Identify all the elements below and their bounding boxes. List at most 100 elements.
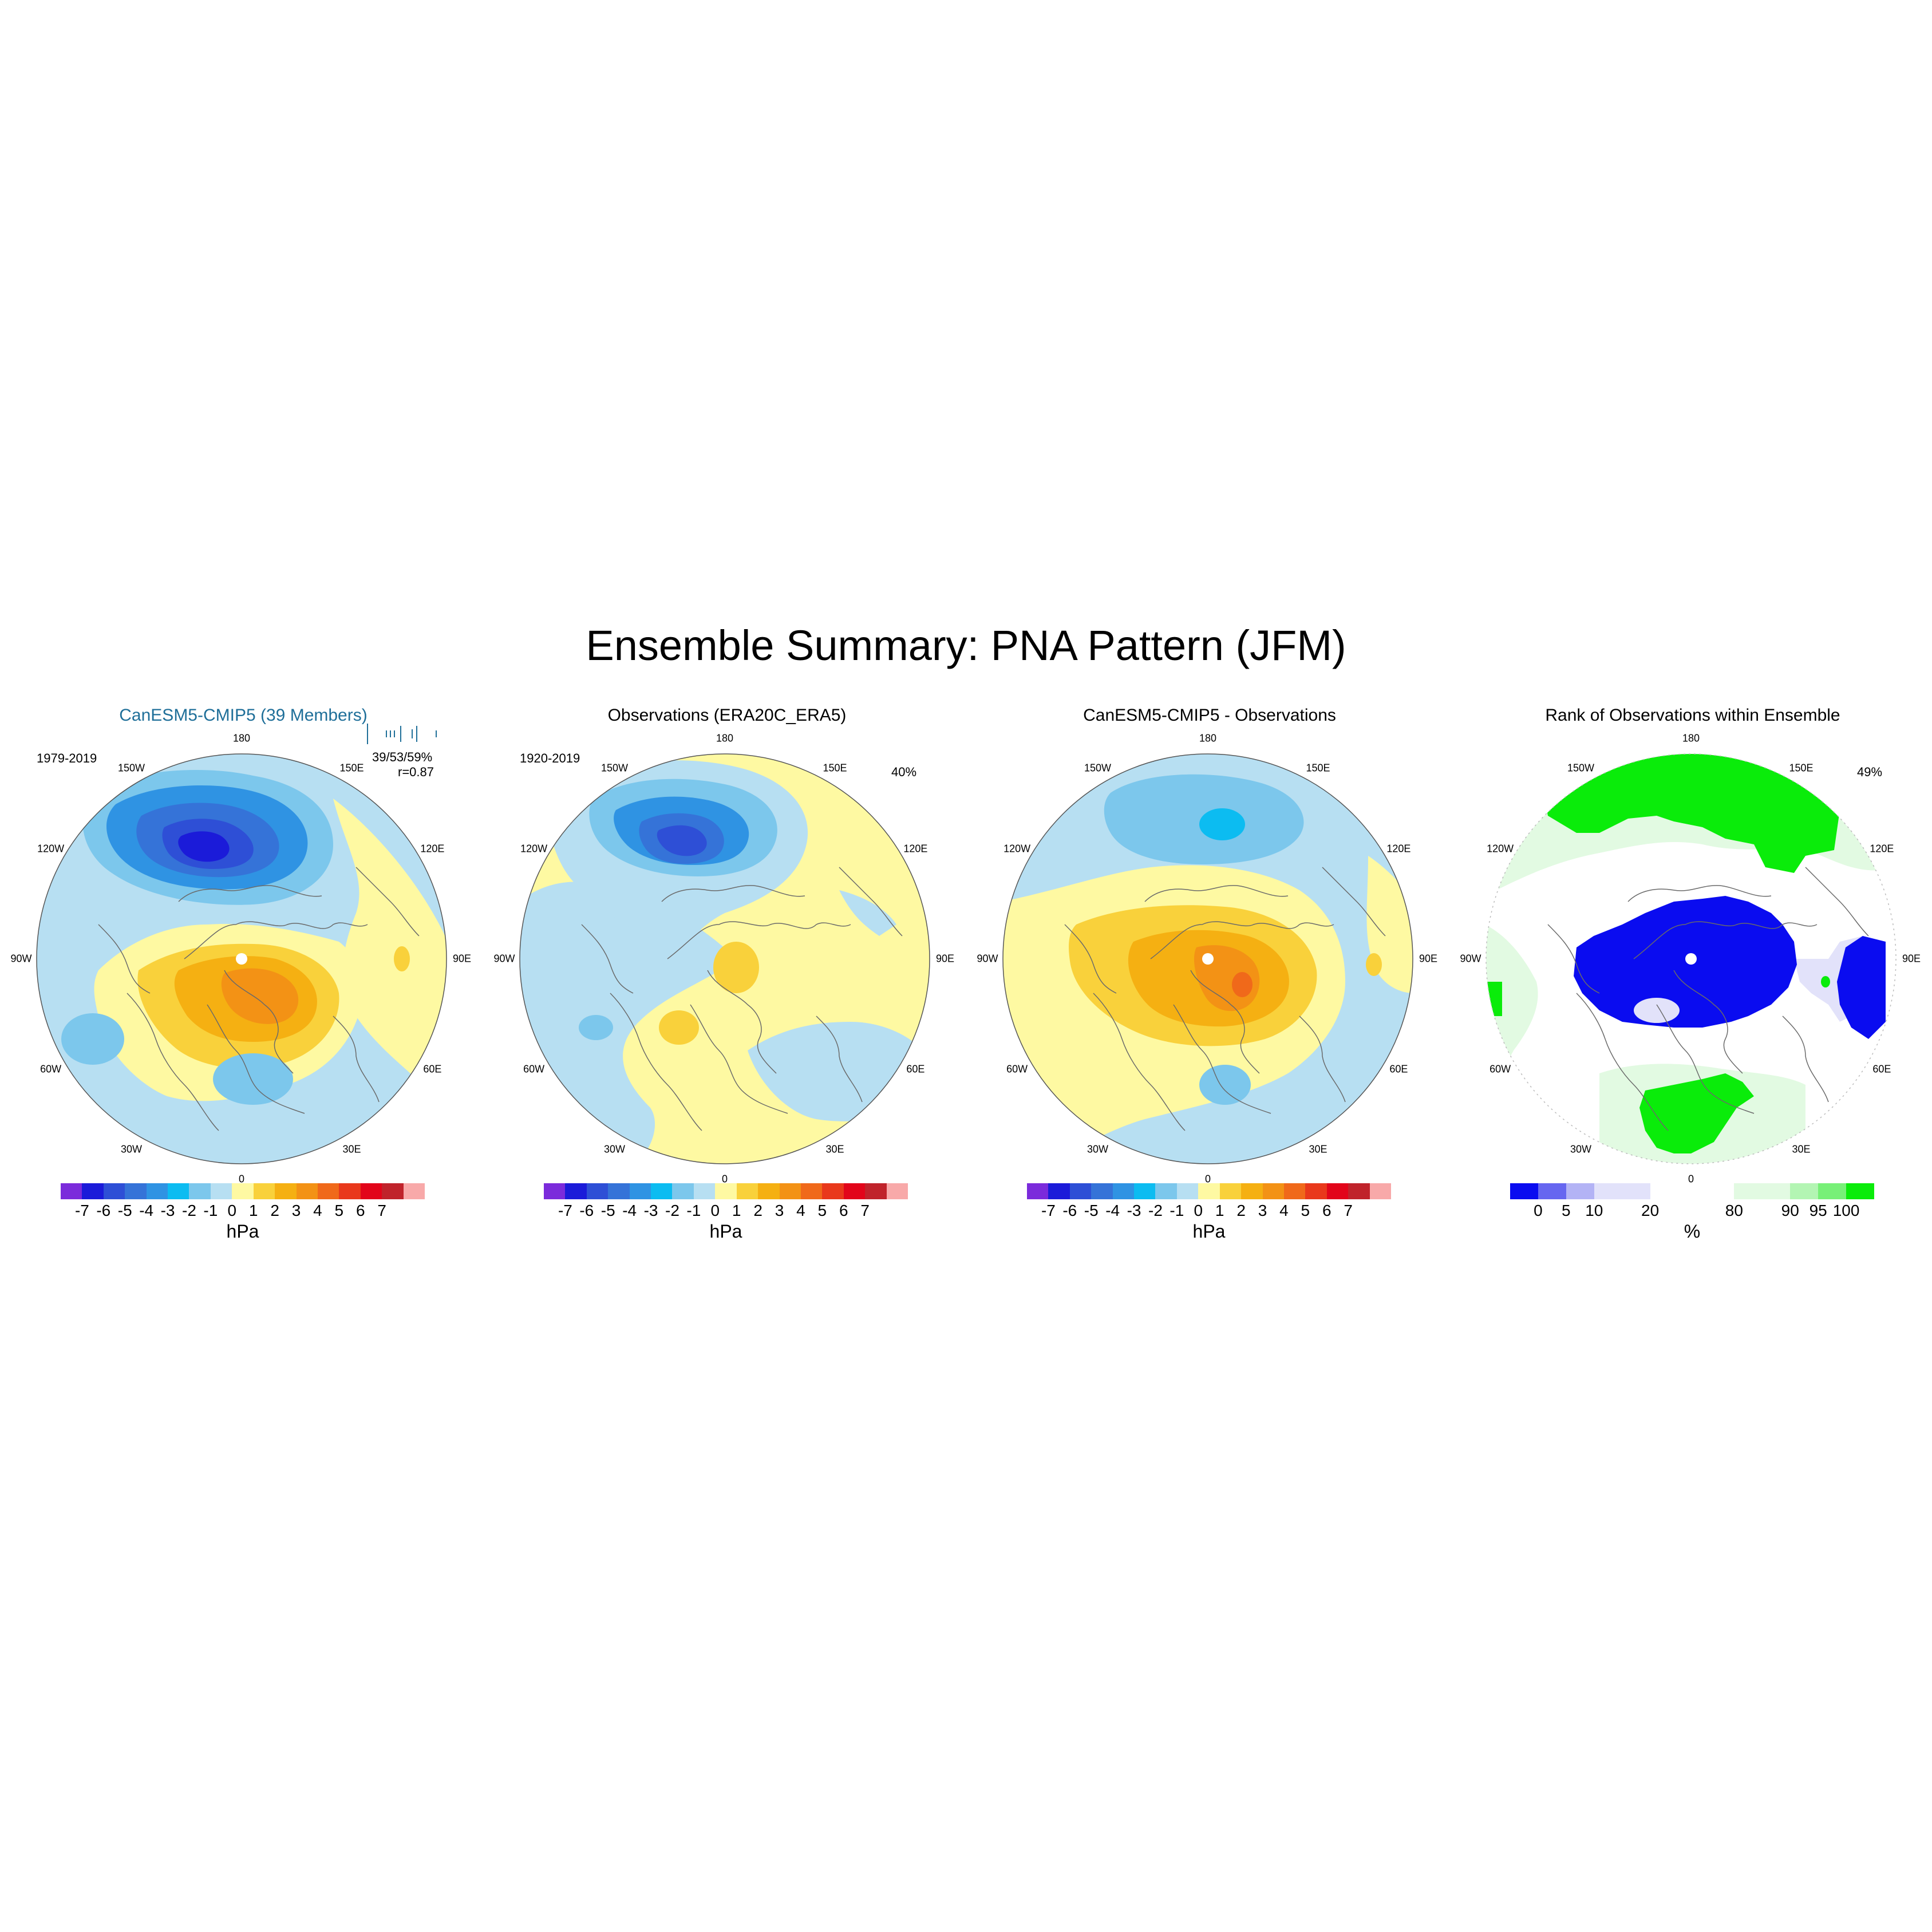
colorbar-swatch	[1326, 1183, 1349, 1199]
colorbar-swatch	[1219, 1183, 1242, 1199]
colorbar-tick-label: -7	[74, 1202, 89, 1219]
lon-label-0-7: 30W	[120, 1143, 143, 1155]
model-percent-note: 39/53/59%	[372, 750, 433, 764]
colorbar-tick-label: 3	[1258, 1202, 1267, 1219]
colorbar-swatch	[1594, 1183, 1623, 1199]
colorbar-tick-label: 7	[860, 1202, 870, 1219]
colorbar-swatch	[82, 1183, 104, 1199]
colorbar-swatch	[1091, 1183, 1113, 1199]
colorbar-swatch	[189, 1183, 211, 1199]
colorbar-swatch	[317, 1183, 339, 1199]
colorbar-tick-label: -5	[117, 1202, 132, 1219]
lon-label-1-2: 120E	[903, 843, 928, 854]
lon-label-2-7: 30W	[1086, 1143, 1109, 1155]
colorbar-tick-label: -1	[686, 1202, 701, 1219]
colorbar-unit: hPa	[709, 1221, 742, 1242]
lon-label-0-5: 30E	[342, 1143, 361, 1155]
colorbar-swatch	[1678, 1183, 1706, 1199]
colorbar-tick-label: 3	[291, 1202, 301, 1219]
map-rank	[1485, 753, 1897, 1164]
colorbar-swatch	[61, 1183, 82, 1199]
lon-label-0-0: 180	[232, 732, 251, 744]
lon-label-2-1: 150E	[1306, 762, 1330, 774]
colorbar-swatch	[822, 1183, 844, 1199]
colorbar-swatch	[779, 1183, 801, 1199]
colorbar-swatch	[1622, 1183, 1651, 1199]
lon-label-1-1: 150E	[823, 762, 847, 774]
lon-label-1-6: 0	[721, 1173, 728, 1185]
colorbar-tick-label: 2	[1236, 1202, 1246, 1219]
lon-label-2-0: 180	[1199, 732, 1217, 744]
colorbar-tick-label: 95	[1809, 1202, 1827, 1219]
colorbar-swatch	[1134, 1183, 1156, 1199]
colorbar-tick-label: -4	[139, 1202, 154, 1219]
colorbar-tick-label: 1	[248, 1202, 258, 1219]
colorbar-swatch	[1305, 1183, 1327, 1199]
colorbar-swatch	[1069, 1183, 1092, 1199]
lon-label-3-7: 30W	[1570, 1143, 1592, 1155]
lon-label-1-5: 30E	[825, 1143, 844, 1155]
colorbar-tick-label: 6	[839, 1202, 848, 1219]
colorbar-tick-label: 2	[753, 1202, 762, 1219]
lon-label-0-8: 60W	[40, 1063, 62, 1074]
colorbar-tick-label: -6	[96, 1202, 111, 1219]
lon-label-3-0: 180	[1682, 732, 1700, 744]
lon-label-2-8: 60W	[1006, 1063, 1028, 1074]
colorbar-tick-label: 100	[1832, 1202, 1860, 1219]
colorbar-swatch	[168, 1183, 189, 1199]
model-period-note: 1979-2019	[37, 751, 97, 765]
colorbar-tick-label: 0	[1534, 1202, 1543, 1219]
colorbar-swatch	[886, 1183, 908, 1199]
lon-label-0-1: 150E	[339, 762, 364, 774]
colorbar-tick-label: 5	[1562, 1202, 1571, 1219]
colorbar-swatch	[339, 1183, 361, 1199]
colorbar-swatch	[1262, 1183, 1285, 1199]
colorbar-swatch	[758, 1183, 780, 1199]
panel-title-observations: Observations (ERA20C_ERA5)	[607, 706, 847, 725]
colorbar-swatch	[1650, 1183, 1679, 1199]
colorbar-swatch	[360, 1183, 382, 1199]
colorbar-swatch	[1048, 1183, 1070, 1199]
colorbar-swatch	[544, 1183, 566, 1199]
colorbar-swatch	[1538, 1183, 1567, 1199]
colorbar-tick-label: 4	[313, 1202, 322, 1219]
colorbar-tick-label: -2	[182, 1202, 196, 1219]
lon-label-1-8: 60W	[523, 1063, 545, 1074]
colorbar-swatch	[1027, 1183, 1049, 1199]
lon-label-0-6: 0	[238, 1173, 245, 1185]
colorbar-tick-label: 5	[334, 1202, 344, 1219]
colorbar-swatch	[1283, 1183, 1306, 1199]
panel-title-rank: Rank of Observations within Ensemble	[1545, 706, 1840, 725]
colorbar-swatch	[125, 1183, 147, 1199]
colorbar-tick-label: -5	[600, 1202, 615, 1219]
colorbar-swatch	[382, 1183, 404, 1199]
colorbar-tick-label: -6	[1062, 1202, 1077, 1219]
colorbar-tick-label: 20	[1641, 1202, 1660, 1219]
colorbar-swatch	[296, 1183, 318, 1199]
rank-percent-note: 49%	[1857, 765, 1883, 779]
lon-label-2-9: 90W	[977, 953, 998, 965]
map-observations-pna	[519, 753, 930, 1164]
colorbar-swatch	[629, 1183, 651, 1199]
colorbar-swatch	[275, 1183, 297, 1199]
colorbar-tick-label: -4	[1105, 1202, 1120, 1219]
colorbar-swatch	[1369, 1183, 1392, 1199]
colorbar-swatch	[1348, 1183, 1370, 1199]
figure-title: Ensemble Summary: PNA Pattern (JFM)	[586, 622, 1346, 669]
colorbar-swatch	[253, 1183, 275, 1199]
panel-title-difference: CanESM5-CMIP5 - Observations	[1083, 706, 1336, 725]
colorbar-swatch	[1176, 1183, 1199, 1199]
colorbar-unit: hPa	[1192, 1221, 1226, 1242]
lon-label-3-2: 120E	[1870, 843, 1894, 854]
obs-percent-note: 40%	[891, 765, 917, 779]
lon-label-3-4: 60E	[1872, 1063, 1891, 1074]
lon-label-3-5: 30E	[1792, 1143, 1811, 1155]
colorbar-swatch	[1566, 1183, 1595, 1199]
colorbar-tick-label: 3	[775, 1202, 784, 1219]
lon-label-0-10: 120W	[37, 843, 65, 854]
colorbar-swatch	[1510, 1183, 1539, 1199]
lon-label-2-5: 30E	[1309, 1143, 1327, 1155]
lon-label-2-6: 0	[1204, 1173, 1211, 1185]
colorbar-tick-label: 5	[817, 1202, 827, 1219]
colorbar-tick-label: -7	[1041, 1202, 1056, 1219]
